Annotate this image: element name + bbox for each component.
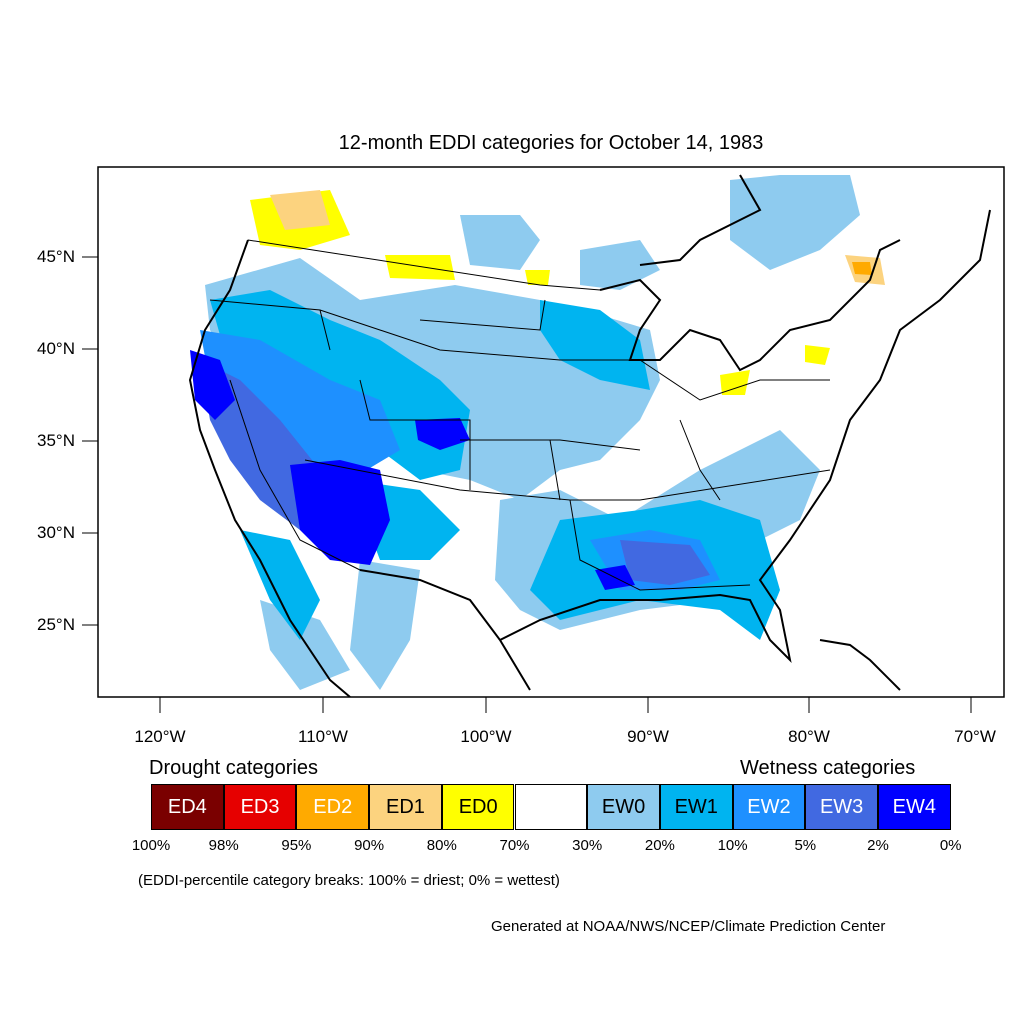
lat-label: 30°N [37,523,75,542]
ew0-region [350,560,420,690]
legend-break-label: 5% [794,837,817,854]
legend-note: (EDDI-percentile category breaks: 100% =… [138,872,560,889]
ew0-region [260,600,350,690]
lon-label: 100°W [460,727,512,746]
map-title: 12-month EDDI categories for October 14,… [338,132,764,154]
state-borders [209,239,831,591]
legend-break-label: 95% [281,837,312,854]
coastline [188,174,991,697]
ed0-region [385,255,455,280]
ed0-region [720,370,750,395]
legend-break-label: 90% [354,837,385,854]
ew4-region [190,350,235,420]
legend-break-label: 2% [867,837,889,854]
ed2-region [852,262,872,275]
ed0-region [805,345,830,365]
legend-break-label: 0% [939,837,962,854]
legend-break-label: 30% [572,837,603,854]
category-shading [190,175,885,690]
legend-swatch: ED3 [223,784,297,830]
legend-swatch: ED0 [441,784,515,830]
ed0-region [525,270,550,285]
legend-break-label: 20% [644,837,675,854]
lat-label: 45°N [37,247,75,266]
legend-swatch: EW0 [587,784,660,830]
lat-label: 40°N [37,339,75,358]
ed1-region [270,190,330,230]
map-frame [97,166,1005,698]
legend-swatch: EW4 [878,784,951,830]
lon-label: 110°W [298,727,348,746]
legend-swatch: ED2 [296,784,370,830]
legend-swatch: EW1 [659,784,733,830]
ew1-region [540,300,650,390]
lat-ticks [82,256,98,626]
legend-swatch: ED4 [151,784,224,830]
legend-swatch: EW2 [732,784,806,830]
ew3-region [620,540,710,585]
lon-label: 90°W [627,727,669,746]
lat-label: 25°N [37,615,75,634]
ew0-region [460,215,540,270]
ew0-region [580,240,660,290]
ew1-region [240,530,320,640]
lon-label: 70°W [954,727,996,746]
legend-swatch: ED1 [369,784,442,830]
legend-break-label: 70% [499,837,530,854]
lon-ticks [159,697,972,713]
lon-label: 80°W [788,727,830,746]
legend-break-label: 98% [208,837,239,854]
ew4-region [415,418,470,450]
lon-label: 120°W [134,727,186,746]
credit-text: Generated at NOAA/NWS/NCEP/Climate Predi… [491,918,886,935]
legend-break-label: 80% [426,837,457,854]
legend-swatch [514,784,588,830]
lat-label: 35°N [37,431,75,450]
wetness-heading: Wetness categories [740,757,916,779]
map-content [188,174,991,697]
ew0-region [730,175,860,270]
drought-heading: Drought categories [149,757,318,779]
legend-break-label: 100% [131,837,171,854]
legend-swatch: EW3 [805,784,878,830]
legend-break-label: 10% [717,837,748,854]
ew4-region [290,460,390,565]
